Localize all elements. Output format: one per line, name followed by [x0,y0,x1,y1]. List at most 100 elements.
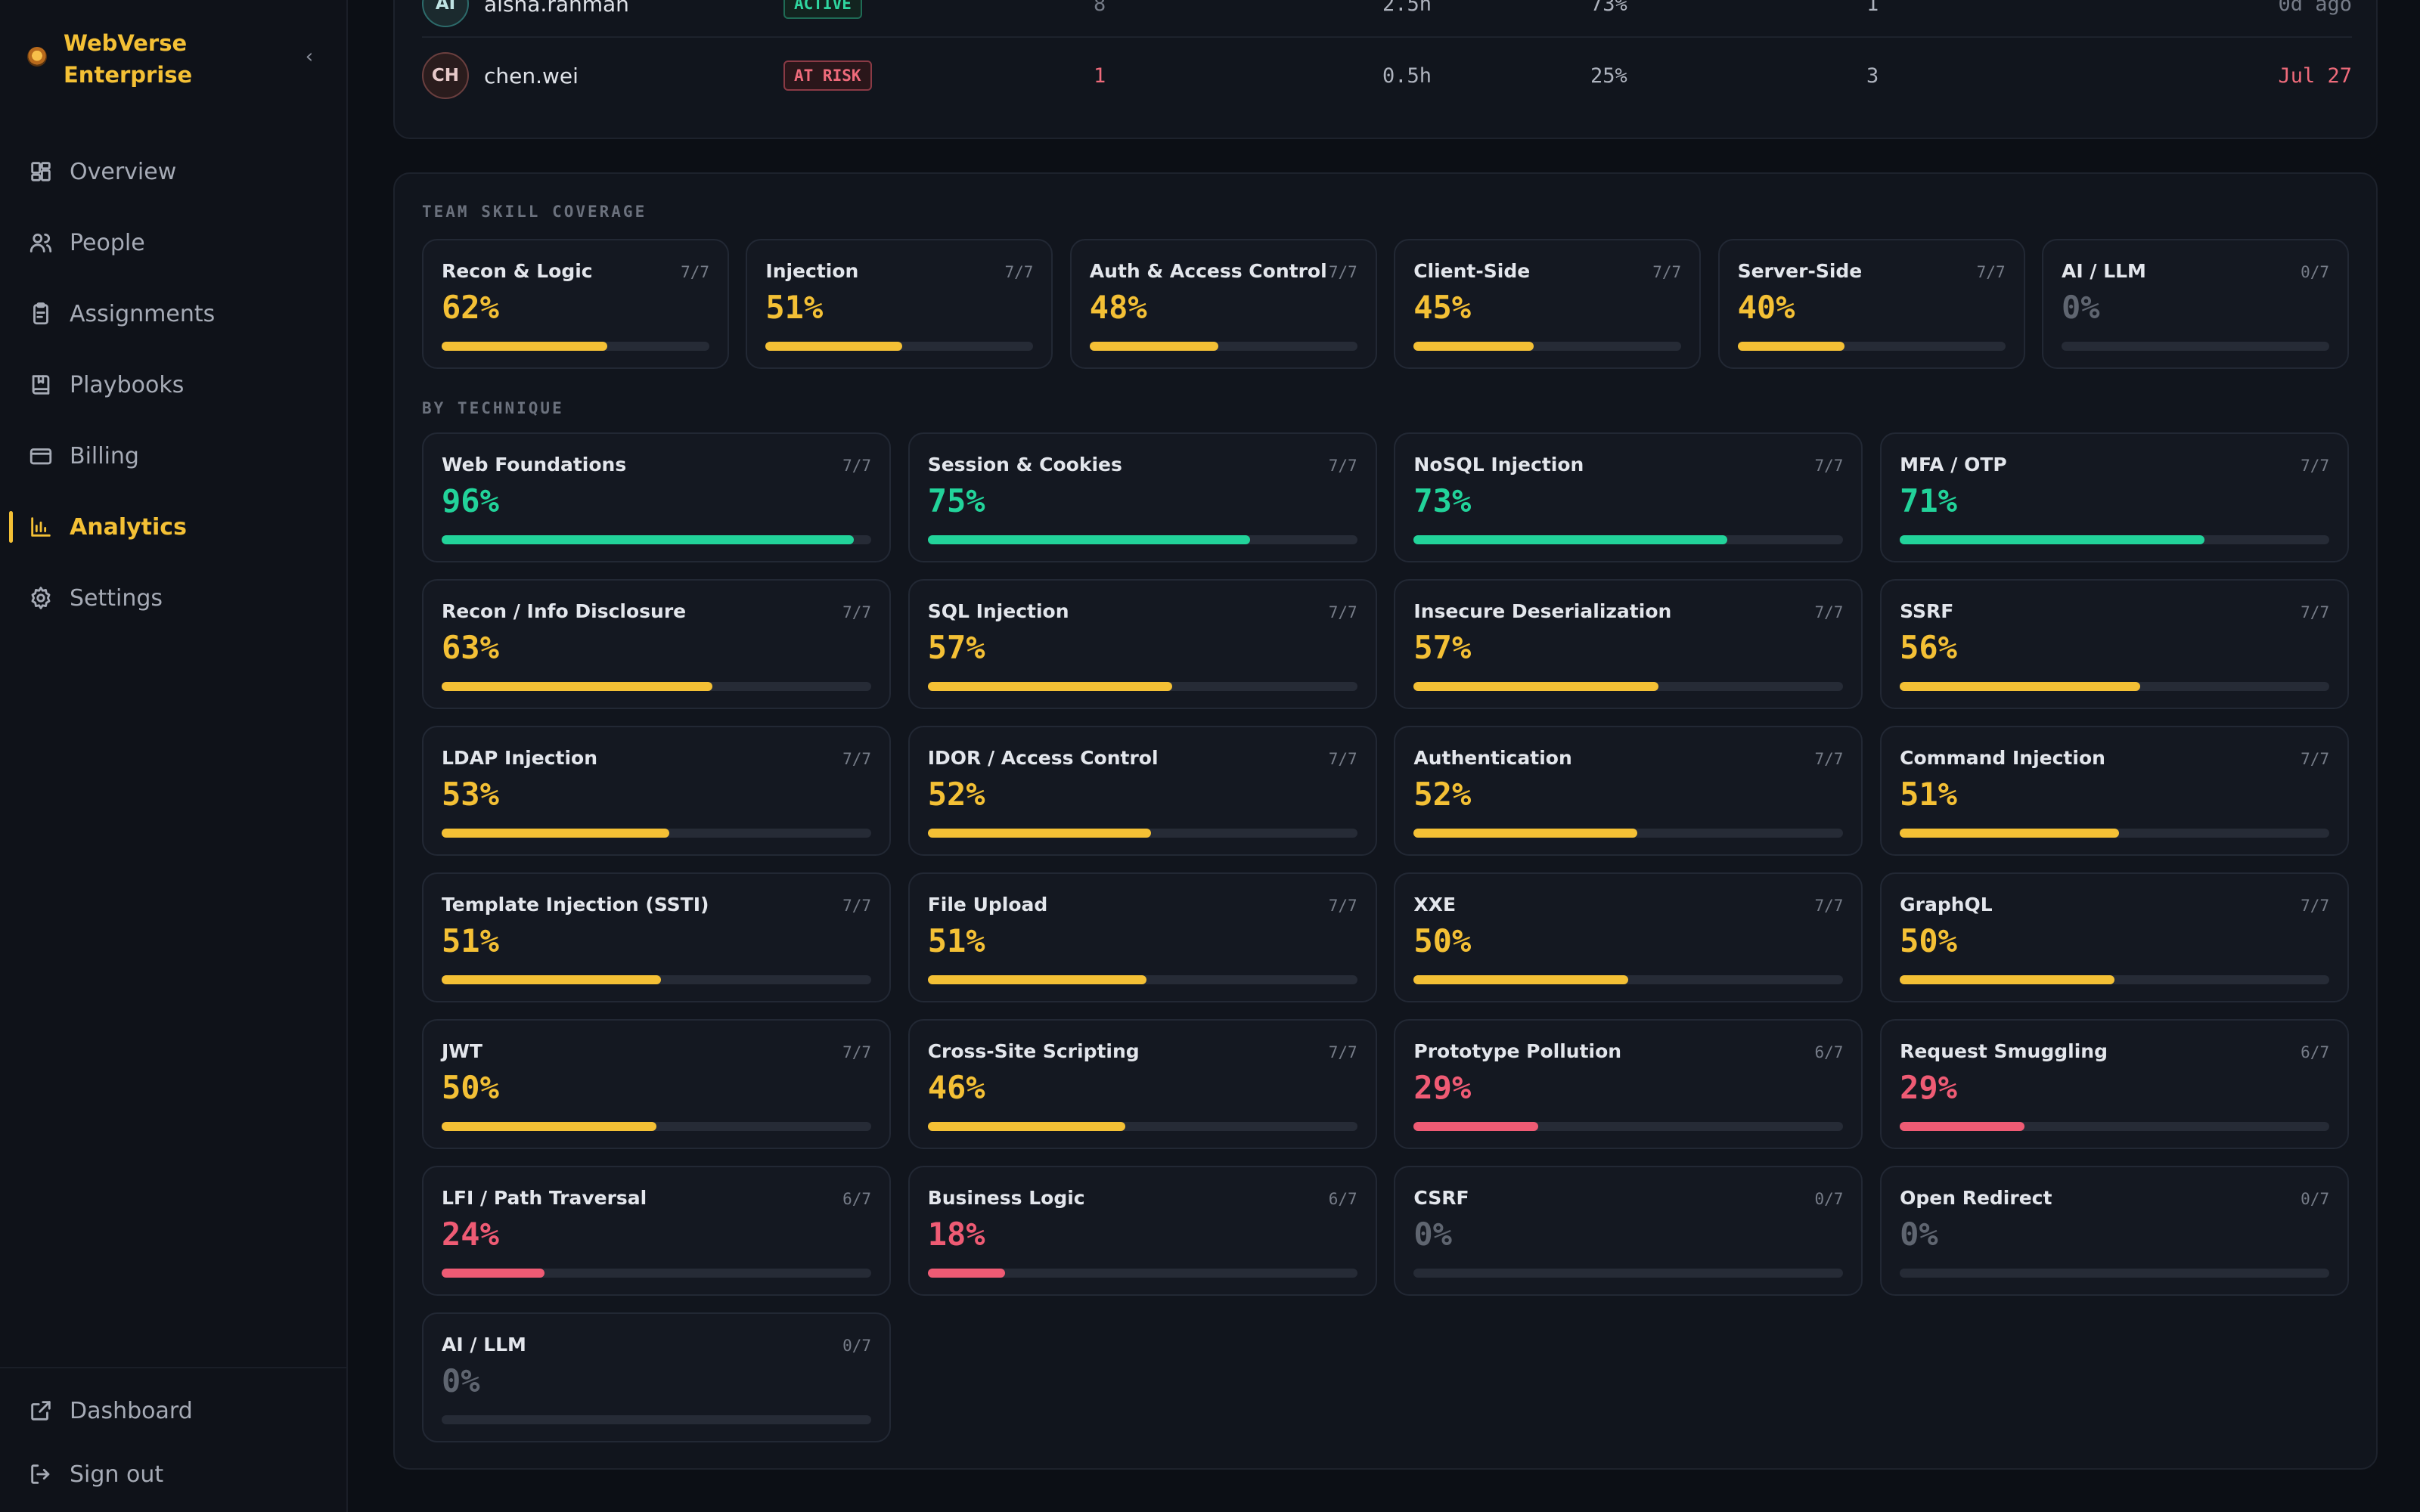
book-icon [27,371,54,398]
sidebar-item-analytics[interactable]: Analytics [0,491,348,562]
skill-card[interactable]: Injection 7/7 51% [746,239,1053,369]
sidebar-item-overview[interactable]: Overview [0,136,348,207]
progress-track [442,535,871,544]
skill-card[interactable]: SSRF 7/7 56% [1880,579,2350,709]
skill-count: 7/7 [1814,457,1844,475]
sidebar-item-people[interactable]: People [0,207,348,278]
skill-card[interactable]: Command Injection 7/7 51% [1880,726,2350,856]
labs-completed: 8 [1094,0,1106,16]
skill-count: 7/7 [842,603,871,621]
progress-track [1413,975,1844,984]
progress-fill [927,1122,1125,1131]
skill-name: AI / LLM [442,1334,526,1356]
progress-fill [442,535,855,544]
skill-card[interactable]: MFA / OTP 7/7 71% [1880,432,2350,562]
skill-card[interactable]: XXE 7/7 50% [1394,872,1863,1002]
skill-name: Open Redirect [1900,1187,2052,1209]
rank-value: 3 [1866,64,1879,88]
progress-fill [1900,829,2119,838]
progress-fill [442,1122,656,1131]
table-row[interactable]: CH chen.wei AT RISK 1 0.5h 25% 3 Jul 27 [422,39,2352,112]
skill-card[interactable]: SQL Injection 7/7 57% [908,579,1377,709]
skill-percent: 0% [1900,1216,1938,1253]
sidebar-item-sign-out[interactable]: Sign out [0,1442,348,1506]
skill-count: 7/7 [1328,1043,1357,1061]
skill-name: LDAP Injection [442,747,597,769]
progress-fill [1413,682,1659,691]
skill-card[interactable]: LDAP Injection 7/7 53% [422,726,891,856]
skill-card[interactable]: Business Logic 6/7 18% [908,1166,1377,1296]
skill-count: 7/7 [842,1043,871,1061]
sidebar-item-dashboard[interactable]: Dashboard [0,1379,348,1442]
sidebar-footer: Dashboard Sign out [0,1367,348,1506]
avatar: AI [422,0,469,27]
clipboard-icon [27,300,54,327]
skill-name: Cross-Site Scripting [927,1040,1140,1062]
skill-card[interactable]: JWT 7/7 50% [422,1019,891,1149]
skill-count: 7/7 [1328,263,1357,281]
table-row[interactable]: AI aisha.rahman ACTIVE 8 2.5h 73% 1 0d ago [422,0,2352,38]
grid-icon [27,158,54,185]
skill-percent: 75% [927,482,985,519]
sidebar-item-settings[interactable]: Settings [0,562,348,634]
skill-count: 7/7 [1814,897,1844,915]
skill-card[interactable]: Template Injection (SSTI) 7/7 51% [422,872,891,1002]
skill-card[interactable]: File Upload 7/7 51% [908,872,1377,1002]
skill-card[interactable]: Authentication 7/7 52% [1394,726,1863,856]
progress-fill [1413,1122,1539,1131]
skill-card[interactable]: Request Smuggling 6/7 29% [1880,1019,2350,1149]
skill-percent: 63% [442,629,499,666]
progress-track [1413,682,1844,691]
skill-card[interactable]: GraphQL 7/7 50% [1880,872,2350,1002]
skill-card[interactable]: AI / LLM 0/7 0% [2042,239,2349,369]
progress-track [1413,342,1682,351]
time-spent: 0.5h [1382,64,1432,88]
skill-card[interactable]: LFI / Path Traversal 6/7 24% [422,1166,891,1296]
sidebar-item-label: Playbooks [70,371,185,398]
collapse-sidebar-chevron-icon[interactable]: ‹ [305,45,314,68]
progress-track [1413,829,1844,838]
skill-percent: 50% [1900,922,1957,959]
skill-card[interactable]: Prototype Pollution 6/7 29% [1394,1019,1863,1149]
progress-fill [1413,535,1728,544]
sidebar-item-billing[interactable]: Billing [0,420,348,491]
skill-card[interactable]: Server-Side 7/7 40% [1717,239,2025,369]
progress-fill [927,1269,1005,1278]
section-title-by-technique: BY TECHNIQUE [422,399,564,417]
skill-card[interactable]: Open Redirect 0/7 0% [1880,1166,2350,1296]
skill-percent: 71% [1900,482,1957,519]
progress-fill [442,1269,545,1278]
progress-value: 25% [1590,64,1627,88]
skill-card[interactable]: Recon / Info Disclosure 7/7 63% [422,579,891,709]
skill-name: Session & Cookies [927,454,1122,476]
skill-percent: 0% [2062,289,2100,326]
skill-card[interactable]: CSRF 0/7 0% [1394,1166,1863,1296]
brand[interactable]: WebVerse Enterprise [27,27,230,91]
skill-percent: 57% [1413,629,1472,666]
skill-card[interactable]: Cross-Site Scripting 7/7 46% [908,1019,1377,1149]
skill-percent: 52% [1413,776,1472,813]
progress-track [442,975,871,984]
skill-card[interactable]: Recon & Logic 7/7 62% [422,239,729,369]
sidebar-item-label: Settings [70,584,163,612]
skill-card[interactable]: IDOR / Access Control 7/7 52% [908,726,1377,856]
skill-count: 0/7 [842,1337,871,1355]
sidebar-item-label: Assignments [70,300,216,327]
skill-card[interactable]: AI / LLM 0/7 0% [422,1312,891,1442]
skill-card[interactable]: Insecure Deserialization 7/7 57% [1394,579,1863,709]
skill-card[interactable]: Client-Side 7/7 45% [1394,239,1702,369]
skill-card[interactable]: NoSQL Injection 7/7 73% [1394,432,1863,562]
progress-track [927,682,1357,691]
skill-card[interactable]: Web Foundations 7/7 96% [422,432,891,562]
sidebar-item-assignments[interactable]: Assignments [0,278,348,349]
sidebar-item-playbooks[interactable]: Playbooks [0,349,348,420]
skill-count: 7/7 [1976,263,2006,281]
progress-track [1089,342,1357,351]
progress-fill [442,975,661,984]
skill-card[interactable]: Auth & Access Control 7/7 48% [1069,239,1377,369]
skill-count: 6/7 [842,1190,871,1208]
skill-card[interactable]: Session & Cookies 7/7 75% [908,432,1377,562]
skill-percent: 45% [1413,289,1472,326]
progress-fill [1900,535,2205,544]
section-title-skill-coverage: TEAM SKILL COVERAGE [422,203,647,221]
